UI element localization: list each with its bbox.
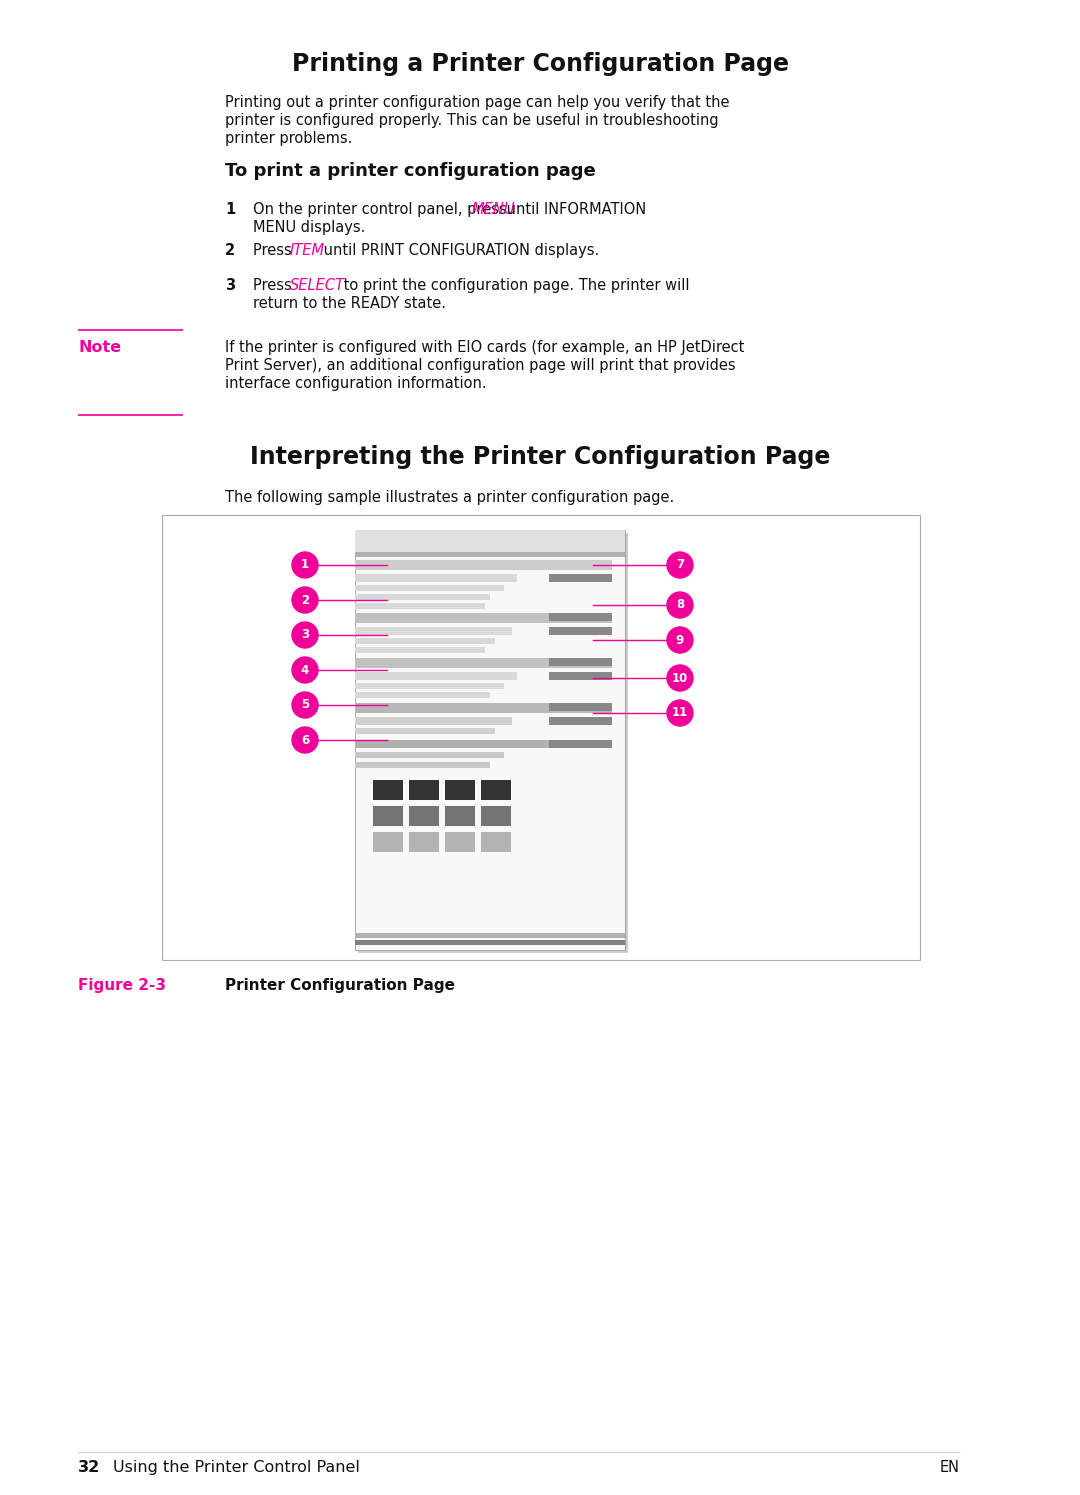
Text: On the printer control panel, press: On the printer control panel, press — [253, 202, 511, 217]
Circle shape — [667, 592, 693, 617]
Circle shape — [667, 700, 693, 727]
Text: 6: 6 — [301, 734, 309, 746]
Bar — [550, 671, 611, 680]
Circle shape — [292, 552, 318, 579]
Bar — [409, 806, 438, 827]
Text: 32: 32 — [78, 1461, 100, 1476]
Bar — [355, 658, 611, 668]
Text: return to the READY state.: return to the READY state. — [253, 296, 446, 311]
Text: Printing a Printer Configuration Page: Printing a Printer Configuration Page — [292, 52, 788, 76]
Text: To print a printer configuration page: To print a printer configuration page — [225, 161, 596, 179]
Bar — [550, 703, 611, 712]
Bar — [445, 806, 475, 827]
Bar — [355, 531, 625, 949]
Bar — [355, 638, 496, 644]
Text: 3: 3 — [301, 628, 309, 641]
Circle shape — [292, 727, 318, 753]
Bar — [550, 613, 611, 620]
Bar — [409, 833, 438, 852]
Circle shape — [292, 656, 318, 683]
Text: MENU displays.: MENU displays. — [253, 220, 365, 235]
Bar — [550, 658, 611, 665]
Text: printer is configured properly. This can be useful in troubleshooting: printer is configured properly. This can… — [225, 114, 718, 129]
Text: Figure 2-3: Figure 2-3 — [78, 978, 166, 993]
Bar — [481, 780, 511, 800]
Bar — [355, 703, 611, 713]
Circle shape — [667, 626, 693, 653]
Bar — [355, 531, 625, 552]
Text: 1: 1 — [225, 202, 235, 217]
Circle shape — [292, 622, 318, 647]
Bar — [373, 833, 403, 852]
Circle shape — [667, 665, 693, 691]
Text: until INFORMATION: until INFORMATION — [502, 202, 646, 217]
Bar — [355, 752, 503, 758]
Bar — [481, 806, 511, 827]
Bar — [355, 940, 625, 945]
Bar — [445, 780, 475, 800]
Bar — [355, 552, 625, 558]
Bar — [355, 718, 512, 725]
Text: 2: 2 — [301, 594, 309, 607]
Bar — [373, 806, 403, 827]
Bar — [355, 561, 611, 570]
Text: 3: 3 — [225, 278, 235, 293]
Text: If the printer is configured with EIO cards (for example, an HP JetDirect: If the printer is configured with EIO ca… — [225, 339, 744, 354]
Text: Print Server), an additional configuration page will print that provides: Print Server), an additional configurati… — [225, 357, 735, 372]
Text: Press: Press — [253, 244, 296, 259]
Text: interface configuration information.: interface configuration information. — [225, 377, 487, 392]
Bar — [355, 740, 611, 748]
Text: 2: 2 — [225, 244, 235, 259]
Bar — [355, 728, 496, 734]
Bar — [409, 780, 438, 800]
Text: 7: 7 — [676, 559, 684, 571]
Bar — [550, 718, 611, 725]
Bar — [355, 585, 503, 591]
Bar — [373, 780, 403, 800]
Text: Interpreting the Printer Configuration Page: Interpreting the Printer Configuration P… — [249, 446, 831, 469]
Text: Note: Note — [78, 339, 121, 354]
Text: until PRINT CONFIGURATION displays.: until PRINT CONFIGURATION displays. — [319, 244, 599, 259]
Text: Press: Press — [253, 278, 296, 293]
Bar — [445, 833, 475, 852]
Bar — [355, 613, 611, 623]
Bar — [355, 933, 625, 937]
Circle shape — [292, 588, 318, 613]
Text: ITEM: ITEM — [291, 244, 325, 259]
Text: 1: 1 — [301, 559, 309, 571]
Text: EN: EN — [940, 1461, 960, 1476]
Text: The following sample illustrates a printer configuration page.: The following sample illustrates a print… — [225, 490, 674, 505]
Bar — [355, 594, 490, 599]
Bar — [355, 602, 485, 608]
Bar — [481, 833, 511, 852]
Text: Using the Printer Control Panel: Using the Printer Control Panel — [113, 1461, 360, 1476]
Circle shape — [667, 552, 693, 579]
Bar — [550, 574, 611, 582]
Bar — [550, 740, 611, 748]
Bar — [550, 626, 611, 635]
Text: printer problems.: printer problems. — [225, 132, 352, 147]
Text: Printing out a printer configuration page can help you verify that the: Printing out a printer configuration pag… — [225, 96, 729, 111]
Bar — [355, 626, 512, 635]
Bar — [355, 647, 485, 653]
Bar — [162, 514, 920, 960]
Text: 5: 5 — [301, 698, 309, 712]
Bar — [355, 671, 517, 680]
Bar — [355, 574, 517, 582]
Text: SELECT: SELECT — [291, 278, 345, 293]
Text: 10: 10 — [672, 671, 688, 685]
Text: to print the configuration page. The printer will: to print the configuration page. The pri… — [339, 278, 689, 293]
Text: MENU: MENU — [472, 202, 515, 217]
Bar — [357, 534, 627, 952]
Text: 9: 9 — [676, 634, 684, 646]
Text: Printer Configuration Page: Printer Configuration Page — [225, 978, 455, 993]
Text: 11: 11 — [672, 707, 688, 719]
Text: 8: 8 — [676, 598, 684, 611]
Text: 4: 4 — [301, 664, 309, 677]
Circle shape — [292, 692, 318, 718]
Bar — [355, 683, 503, 689]
Bar — [355, 762, 490, 768]
Bar — [355, 692, 490, 698]
